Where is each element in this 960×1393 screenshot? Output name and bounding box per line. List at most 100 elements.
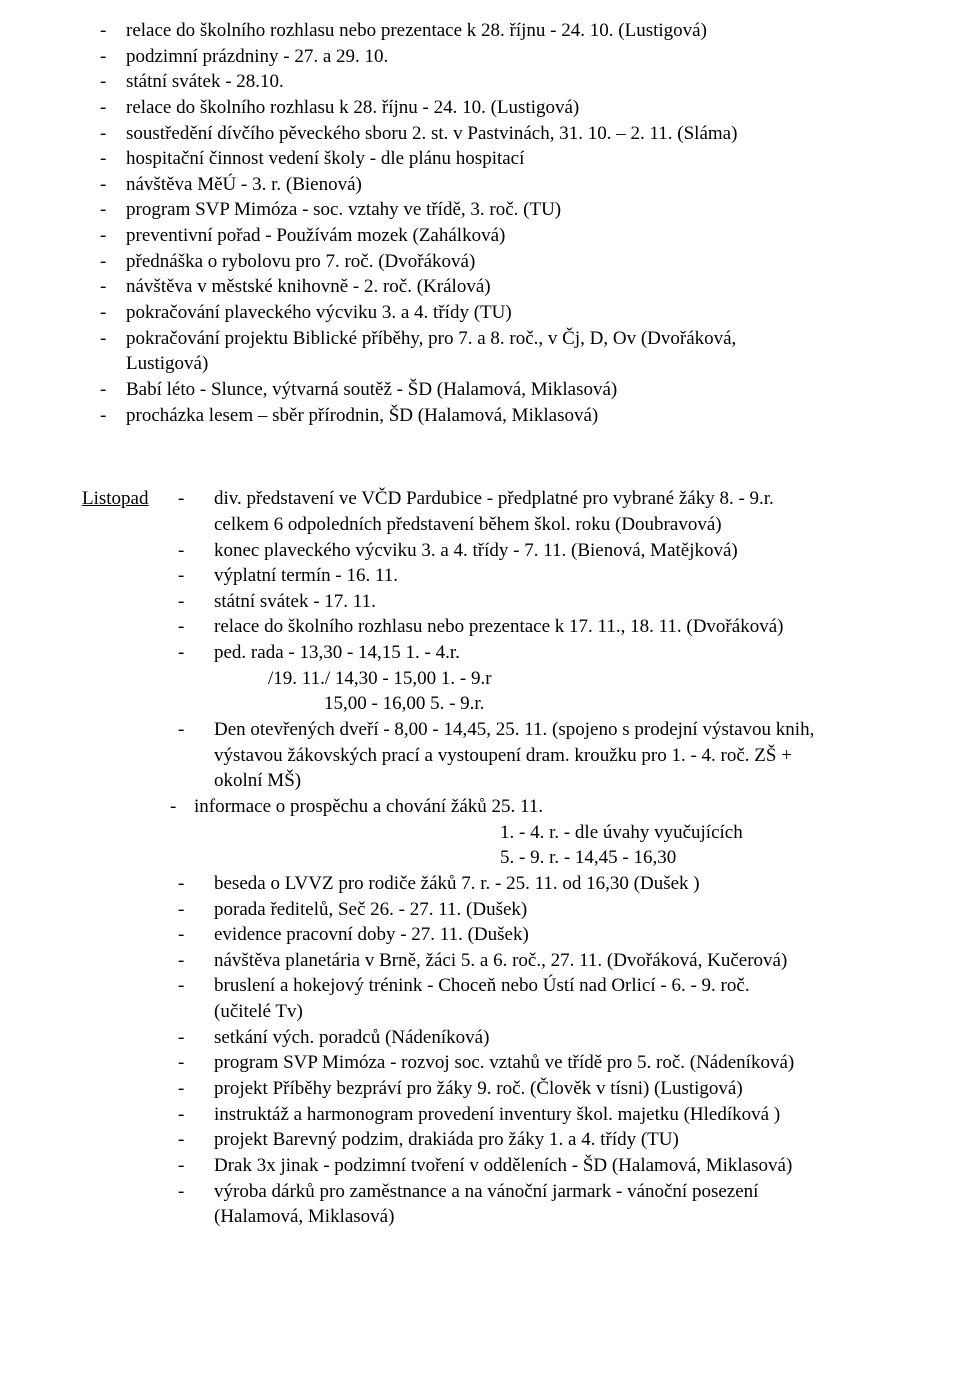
bullet-dash: -: [82, 223, 126, 249]
item-text-cont: výstavou žákovských prací a vystoupení d…: [214, 743, 878, 769]
bullet-dash: -: [170, 1102, 214, 1128]
list-item: -pokračování plaveckého výcviku 3. a 4. …: [82, 300, 878, 326]
bullet-dash: -: [82, 326, 126, 352]
list-item: -beseda o LVVZ pro rodiče žáků 7. r. - 2…: [170, 871, 878, 897]
item-text: pokračování projektu Biblické příběhy, p…: [126, 326, 878, 352]
list-item: -podzimní prázdniny - 27. a 29. 10.: [82, 44, 878, 70]
bullet-dash: -: [82, 249, 126, 275]
bullet-dash: -: [170, 538, 214, 564]
list-item: -setkání vých. poradců (Nádeníková): [170, 1025, 878, 1051]
list-item: -výplatní termín - 16. 11.: [170, 563, 878, 589]
list-item: -program SVP Mimóza - rozvoj soc. vztahů…: [170, 1050, 878, 1076]
list-item: -projekt Příběhy bezpráví pro žáky 9. ro…: [170, 1076, 878, 1102]
bullet-dash: -: [170, 1076, 214, 1102]
month-heading: Listopad: [82, 486, 170, 512]
item-text: Babí léto - Slunce, výtvarná soutěž - ŠD…: [126, 377, 878, 403]
item-text: pokračování plaveckého výcviku 3. a 4. t…: [126, 300, 878, 326]
list-item: -preventivní pořad - Používám mozek (Zah…: [82, 223, 878, 249]
item-text: výplatní termín - 16. 11.: [214, 563, 878, 589]
bullet-dash: -: [170, 1179, 214, 1205]
item-text: návštěva MěÚ - 3. r. (Bienová): [126, 172, 878, 198]
list-item: -informace o prospěchu a chování žáků 25…: [170, 794, 878, 820]
item-text: bruslení a hokejový trénink - Choceň neb…: [214, 973, 878, 999]
list-item: -relace do školního rozhlasu nebo prezen…: [170, 614, 878, 640]
bullet-dash: -: [82, 121, 126, 147]
bullet-dash: -: [170, 948, 214, 974]
list-item: -bruslení a hokejový trénink - Choceň ne…: [170, 973, 878, 999]
bullet-dash: -: [170, 1153, 214, 1179]
item-text-cont: (Halamová, Miklasová): [214, 1204, 878, 1230]
item-text: setkání vých. poradců (Nádeníková): [214, 1025, 878, 1051]
item-text: soustředění dívčího pěveckého sboru 2. s…: [126, 121, 878, 147]
item-text: návštěva v městské knihovně - 2. roč. (K…: [126, 274, 878, 300]
item-text: Drak 3x jinak - podzimní tvoření v odděl…: [214, 1153, 878, 1179]
item-text-cont: okolní MŠ): [214, 768, 878, 794]
bullet-dash: -: [170, 640, 214, 666]
list-item: -konec plaveckého výcviku 3. a 4. třídy …: [170, 538, 878, 564]
bullet-dash: -: [170, 871, 214, 897]
item-subline: 5. - 9. r. - 14,45 - 16,30: [170, 845, 878, 871]
bullet-dash: -: [82, 95, 126, 121]
list-item: -Babí léto - Slunce, výtvarná soutěž - Š…: [82, 377, 878, 403]
listopad-list: -div. představení ve VČD Pardubice - pře…: [170, 486, 878, 1230]
item-text: instruktáž a harmonogram provedení inven…: [214, 1102, 878, 1128]
item-text: div. představení ve VČD Pardubice - před…: [214, 486, 878, 512]
list-item: -státní svátek - 17. 11.: [170, 589, 878, 615]
list-item: -ped. rada - 13,30 - 14,15 1. - 4.r.: [170, 640, 878, 666]
list-item: -hospitační činnost vedení školy - dle p…: [82, 146, 878, 172]
list-item: -soustředění dívčího pěveckého sboru 2. …: [82, 121, 878, 147]
bullet-dash: -: [82, 69, 126, 95]
item-text: evidence pracovní doby - 27. 11. (Dušek): [214, 922, 878, 948]
list-item: -výroba dárků pro zaměstnance a na vánoč…: [170, 1179, 878, 1205]
item-text-cont: Lustigová): [126, 351, 878, 377]
item-text: Den otevřených dveří - 8,00 - 14,45, 25.…: [214, 717, 878, 743]
bullet-dash: -: [82, 403, 126, 429]
list-item: -procházka lesem – sběr přírodnin, ŠD (H…: [82, 403, 878, 429]
item-text: projekt Barevný podzim, drakiáda pro žák…: [214, 1127, 878, 1153]
item-text-cont: celkem 6 odpoledních představení během š…: [214, 512, 878, 538]
list-item: -návštěva planetária v Brně, žáci 5. a 6…: [170, 948, 878, 974]
list-item: -relace do školního rozhlasu k 28. říjnu…: [82, 95, 878, 121]
list-item: -přednáška o rybolovu pro 7. roč. (Dvořá…: [82, 249, 878, 275]
item-subline: 1. - 4. r. - dle úvahy vyučujících: [170, 820, 878, 846]
bullet-dash: -: [170, 1025, 214, 1051]
item-text: státní svátek - 17. 11.: [214, 589, 878, 615]
item-text: státní svátek - 28.10.: [126, 69, 878, 95]
item-text: relace do školního rozhlasu nebo prezent…: [214, 614, 878, 640]
item-text: program SVP Mimóza - rozvoj soc. vztahů …: [214, 1050, 878, 1076]
list-item: -projekt Barevný podzim, drakiáda pro žá…: [170, 1127, 878, 1153]
item-subline: /19. 11./ 14,30 - 15,00 1. - 9.r: [170, 666, 878, 692]
bullet-dash: -: [170, 614, 214, 640]
item-text: návštěva planetária v Brně, žáci 5. a 6.…: [214, 948, 878, 974]
bullet-dash: -: [82, 146, 126, 172]
bullet-dash: -: [170, 1050, 214, 1076]
item-text: konec plaveckého výcviku 3. a 4. třídy -…: [214, 538, 878, 564]
bullet-dash: -: [170, 589, 214, 615]
item-text: ped. rada - 13,30 - 14,15 1. - 4.r.: [214, 640, 878, 666]
bullet-dash: -: [82, 197, 126, 223]
list-item: -Drak 3x jinak - podzimní tvoření v oddě…: [170, 1153, 878, 1179]
list-item: -div. představení ve VČD Pardubice - pře…: [170, 486, 878, 512]
list-item: -relace do školního rozhlasu nebo prezen…: [82, 18, 878, 44]
item-text: procházka lesem – sběr přírodnin, ŠD (Ha…: [126, 403, 878, 429]
bullet-dash: -: [82, 300, 126, 326]
bullet-dash: -: [170, 1127, 214, 1153]
bullet-dash: -: [170, 794, 194, 820]
section-listopad: Listopad -div. představení ve VČD Pardub…: [82, 486, 878, 1230]
item-subline: 15,00 - 16,00 5. - 9.r.: [170, 691, 878, 717]
bullet-dash: -: [170, 897, 214, 923]
item-text: informace o prospěchu a chování žáků 25.…: [194, 794, 878, 820]
bullet-dash: -: [170, 486, 214, 512]
item-text-cont: (učitelé Tv): [214, 999, 878, 1025]
item-text: porada ředitelů, Seč 26. - 27. 11. (Duše…: [214, 897, 878, 923]
list-item: -návštěva v městské knihovně - 2. roč. (…: [82, 274, 878, 300]
list-item: -pokračování projektu Biblické příběhy, …: [82, 326, 878, 352]
item-text: program SVP Mimóza - soc. vztahy ve tříd…: [126, 197, 878, 223]
item-text: relace do školního rozhlasu nebo prezent…: [126, 18, 878, 44]
list-item: -instruktáž a harmonogram provedení inve…: [170, 1102, 878, 1128]
item-text: podzimní prázdniny - 27. a 29. 10.: [126, 44, 878, 70]
item-text: hospitační činnost vedení školy - dle pl…: [126, 146, 878, 172]
bullet-dash: -: [82, 172, 126, 198]
bullet-dash: -: [82, 44, 126, 70]
item-text: přednáška o rybolovu pro 7. roč. (Dvořák…: [126, 249, 878, 275]
